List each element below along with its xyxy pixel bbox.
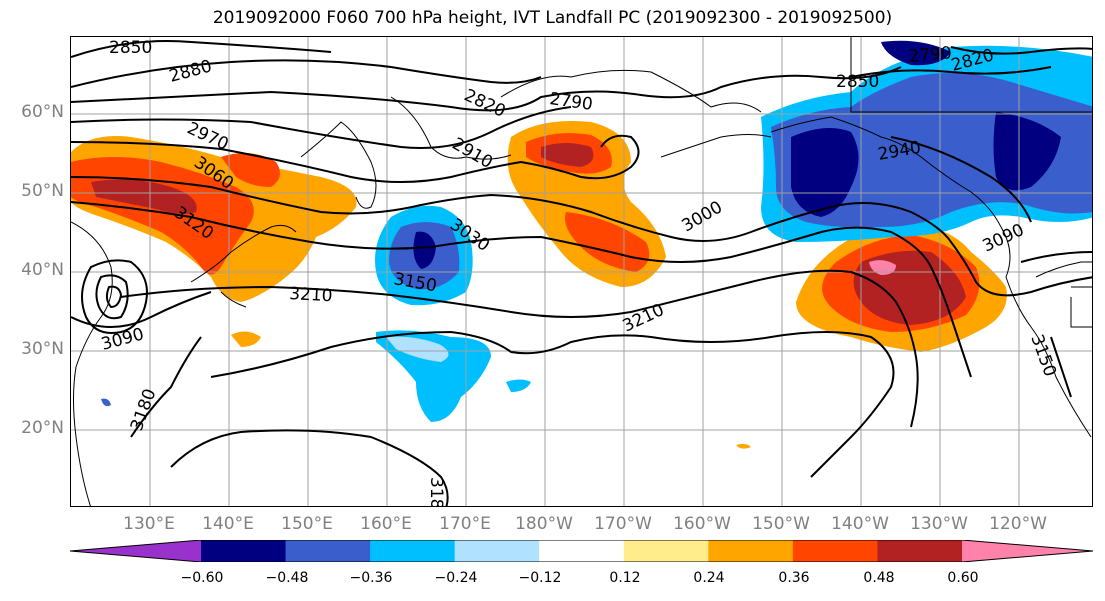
lat-label-50n: 50°N [21,181,64,201]
colorbar-tick-label: 0.24 [693,570,725,586]
contour-label: 2850 [836,72,879,92]
contour-label: 3180 [127,386,161,433]
colorbar-swatch [70,540,201,562]
contour-label: 3210 [620,300,668,336]
graticule [71,37,1092,506]
contour-label: 3210 [289,284,333,306]
contour-label: 2880 [167,56,214,87]
contour-label: 3090 [99,324,146,355]
colorbar [70,540,1093,562]
contour-label: 2790 [908,43,953,67]
colorbar-tick-label: 0.12 [609,570,641,586]
colorbar-swatch [623,540,709,562]
contour-label: 3090 [980,220,1028,256]
lon-label-130w: 130°W [910,514,968,534]
colorbar-swatch [370,540,456,562]
colorbar-swatch [201,540,287,562]
colorbar-tick-label: 0.48 [863,570,895,586]
lat-label-40n: 40°N [21,260,64,280]
lon-label-180w: 180°W [515,514,573,534]
map-panel: 2850 2880 2820 2790 2970 3060 2910 3120 … [70,36,1093,507]
colorbar-swatch [792,540,878,562]
contour-label: 2850 [109,38,152,58]
lon-label-150e: 150°E [281,514,333,534]
lon-label-140w: 140°W [831,514,889,534]
colorbar-tick-label: 0.60 [947,570,979,586]
map-title: 2019092000 F060 700 hPa height, IVT Land… [212,8,893,28]
colorbar-tick-label: −0.12 [518,570,562,586]
lon-label-160w: 160°W [673,514,731,534]
colorbar-segments [70,540,1093,562]
contour-label: 3150 [1026,332,1060,379]
positive-anomaly-west-max [91,179,197,214]
lon-label-120w: 120°W [989,514,1047,534]
lat-label-60n: 60°N [21,102,64,122]
contour-label: 2820 [461,85,509,121]
lat-label-30n: 30°N [21,339,64,359]
height-contours [71,40,1092,506]
lon-label-170e: 170°E [439,514,491,534]
contour-label: 3000 [679,197,726,236]
negative-anomaly-subtropical [376,330,491,422]
colorbar-tick-label: −0.24 [434,570,478,586]
colorbar-swatch [539,540,625,562]
colorbar-swatch [877,540,963,562]
lat-label-20n: 20°N [21,418,64,438]
colorbar-tick-label: −0.60 [180,570,224,586]
lon-label-160e: 160°E [360,514,412,534]
coastlines [71,37,1092,506]
lon-label-140e: 140°E [202,514,254,534]
colorbar-swatch [708,540,794,562]
contour-label: 2790 [548,89,594,115]
colorbar-swatch [454,540,540,562]
contour-label: 3180 [426,477,446,507]
lon-label-130e: 130°E [123,514,175,534]
colorbar-tick-label: −0.36 [349,570,393,586]
colorbar-tick-label: −0.48 [265,570,309,586]
lon-label-170w: 170°W [594,514,652,534]
lon-label-150w: 150°W [752,514,810,534]
colorbar-tick-label: 0.36 [778,570,810,586]
colorbar-swatch [285,540,371,562]
colorbar-swatch [962,540,1093,562]
